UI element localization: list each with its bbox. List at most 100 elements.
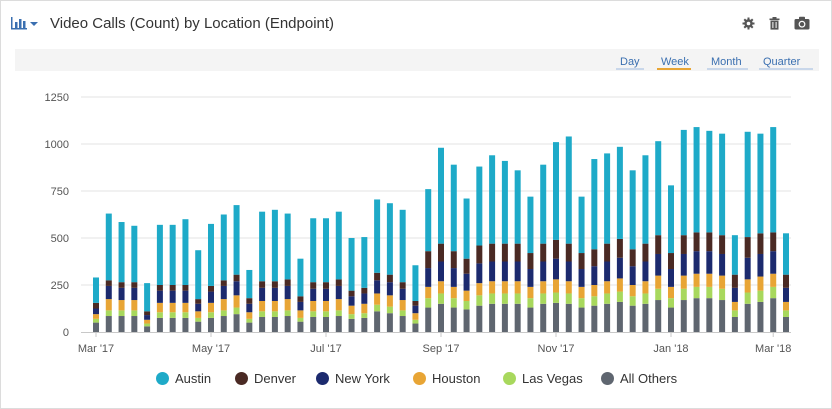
period-underline — [707, 68, 748, 70]
bar-all-others — [386, 313, 393, 332]
bar-houston — [93, 314, 99, 319]
bar-denver — [680, 235, 687, 254]
bar-new-york — [118, 287, 125, 301]
bar-austin — [655, 141, 662, 236]
bar-denver — [118, 282, 125, 288]
bar-las-vegas — [233, 307, 240, 315]
period-month-button[interactable]: Month — [711, 56, 742, 68]
bar-all-others — [246, 322, 253, 332]
trash-icon — [769, 17, 780, 30]
bar-new-york — [616, 257, 623, 279]
bar-houston — [719, 275, 726, 289]
bar-new-york — [655, 253, 662, 276]
bar-las-vegas — [706, 286, 713, 299]
period-week-button[interactable]: Week — [661, 56, 689, 68]
bar-houston — [616, 278, 623, 292]
bar-las-vegas — [616, 291, 623, 302]
bar-houston — [501, 281, 508, 294]
settings-button[interactable] — [742, 17, 755, 35]
bar-houston — [770, 273, 777, 287]
bar-all-others — [719, 300, 726, 332]
bar-las-vegas — [144, 323, 151, 327]
legend-swatch — [156, 372, 169, 385]
period-quarter-button[interactable]: Quarter — [763, 56, 801, 68]
bar-houston — [604, 281, 611, 294]
bar-new-york — [591, 266, 598, 285]
bar-all-others — [693, 298, 700, 332]
bar-new-york — [144, 315, 151, 320]
bar-all-others — [118, 316, 125, 332]
bar-austin — [131, 225, 138, 283]
legend-label: Austin — [175, 371, 212, 386]
bar-denver — [335, 279, 342, 286]
y-tick-label: 500 — [51, 233, 69, 245]
bar-new-york — [348, 296, 355, 306]
bar-las-vegas — [540, 293, 547, 304]
bar-new-york — [438, 261, 444, 282]
bar-new-york — [783, 287, 789, 302]
bar-all-others — [348, 318, 355, 332]
chart-type-menu[interactable] — [10, 15, 40, 31]
bar-denver — [450, 251, 457, 269]
legend-swatch — [503, 372, 516, 385]
bar-denver — [476, 245, 483, 264]
bar-las-vegas — [438, 293, 444, 304]
bar-new-york — [565, 261, 572, 282]
bar-denver — [297, 296, 304, 302]
bar-houston — [668, 286, 674, 299]
snapshot-button[interactable] — [794, 16, 810, 35]
bar-austin — [323, 218, 329, 283]
period-day-button[interactable]: Day — [620, 56, 640, 68]
x-tick-label: Sep '17 — [423, 343, 460, 355]
bar-austin — [680, 129, 687, 236]
bar-new-york — [719, 253, 726, 276]
delete-button[interactable] — [769, 17, 780, 35]
bar-all-others — [591, 305, 598, 332]
bar-austin — [425, 189, 432, 252]
bar-denver — [93, 302, 99, 309]
bar-las-vegas — [259, 311, 266, 317]
bar-new-york — [131, 287, 138, 301]
bar-denver — [553, 239, 559, 259]
bar-las-vegas — [335, 310, 342, 317]
bar-denver — [514, 243, 521, 262]
bar-new-york — [706, 251, 713, 274]
bar-all-others — [233, 314, 240, 332]
bar-austin — [604, 153, 611, 244]
bar-new-york — [668, 269, 674, 287]
bar-new-york — [693, 251, 700, 274]
bar-all-others — [361, 317, 368, 332]
bar-houston — [335, 299, 342, 311]
bar-houston — [463, 290, 470, 301]
period-underline — [759, 68, 814, 70]
y-tick-label: 750 — [51, 186, 69, 198]
bar-houston — [783, 301, 789, 311]
bar-all-others — [399, 316, 406, 332]
bar-denver — [144, 311, 151, 316]
bar-austin — [489, 155, 496, 244]
bar-austin — [731, 235, 738, 275]
bar-denver — [182, 285, 189, 291]
page-title: Video Calls (Count) by Location (Endpoin… — [50, 15, 335, 32]
x-tick-label: Jan '18 — [653, 343, 688, 355]
bar-denver — [220, 280, 227, 286]
bar-las-vegas — [476, 295, 483, 306]
legend-label: Denver — [254, 371, 296, 386]
bar-new-york — [770, 251, 777, 274]
bar-austin — [578, 196, 585, 254]
bar-denver — [208, 285, 214, 292]
x-tick-label: Mar '17 — [78, 343, 114, 355]
bar-las-vegas — [553, 292, 559, 303]
bar-denver — [463, 258, 470, 274]
bar-all-others — [144, 326, 151, 332]
bar-denver — [195, 299, 202, 304]
bar-houston — [540, 281, 547, 294]
bar-new-york — [425, 268, 432, 287]
bar-denver — [578, 253, 585, 270]
bar-all-others — [680, 300, 687, 332]
bar-new-york — [105, 285, 112, 300]
bar-las-vegas — [501, 293, 508, 304]
bar-austin — [553, 142, 559, 240]
bar-las-vegas — [604, 293, 611, 304]
bar-las-vegas — [182, 312, 189, 318]
